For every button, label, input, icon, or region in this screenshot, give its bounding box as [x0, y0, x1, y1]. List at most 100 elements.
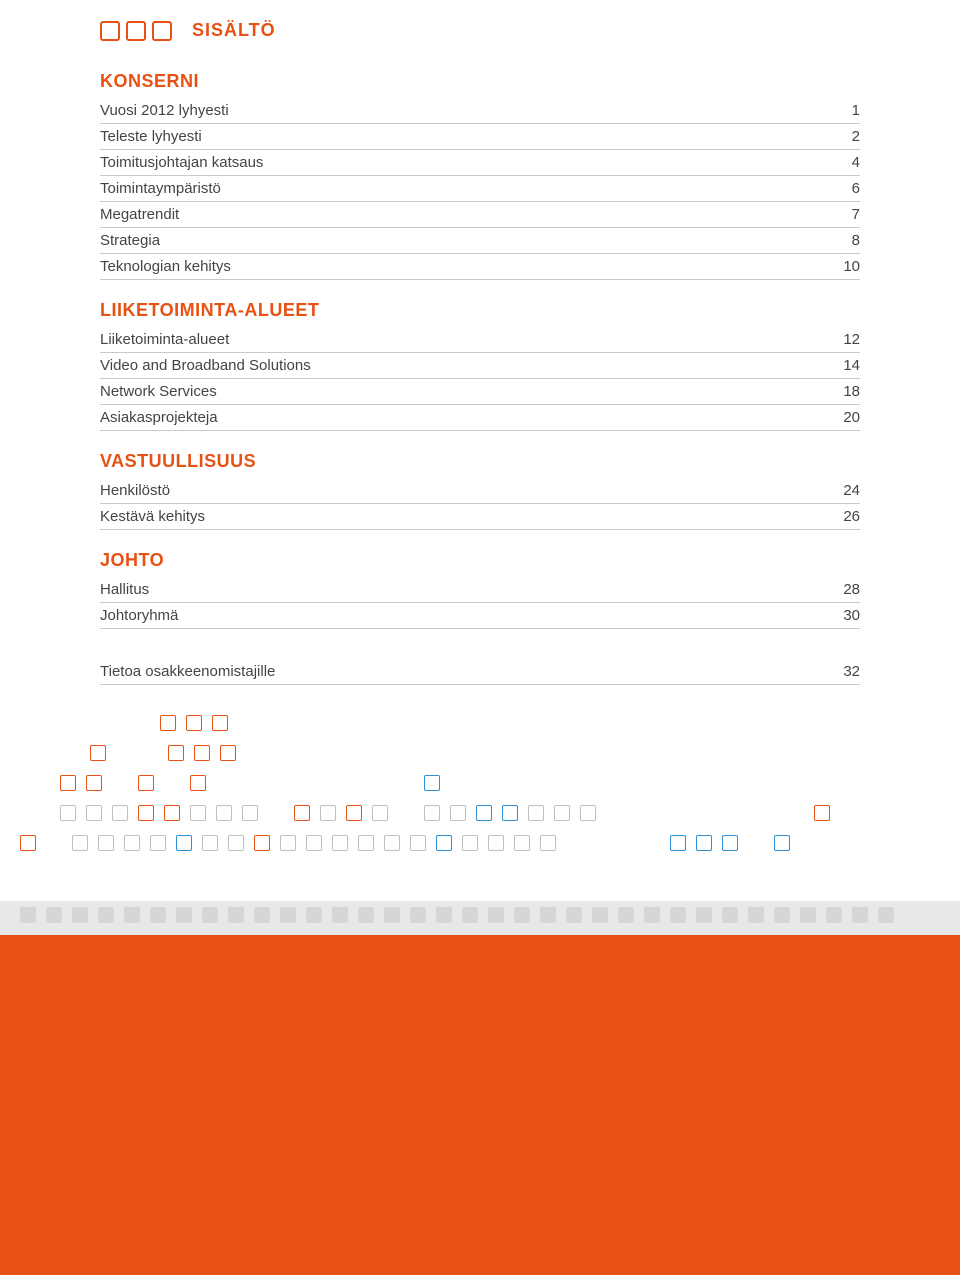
decor-square	[268, 805, 284, 821]
decor-square-filled	[72, 907, 88, 923]
toc-page: 8	[852, 232, 860, 249]
toc-label: Teknologian kehitys	[100, 258, 231, 275]
toc-row[interactable]: Hallitus28	[100, 577, 860, 603]
decor-square-filled	[436, 907, 452, 923]
toc-label: Toimitusjohtajan katsaus	[100, 154, 263, 171]
toc-row[interactable]: Asiakasprojekteja20	[100, 405, 860, 431]
decor-square	[320, 775, 336, 791]
decor-square	[60, 805, 76, 821]
toc-row[interactable]: Teknologian kehitys10	[100, 254, 860, 280]
decor-square	[228, 835, 244, 851]
decor-square	[462, 835, 478, 851]
logo-square	[100, 21, 120, 41]
toc-row[interactable]: Kestävä kehitys26	[100, 504, 860, 530]
decor-row	[0, 745, 960, 761]
decor-square	[186, 715, 202, 731]
toc-label: Henkilöstö	[100, 482, 170, 499]
logo-square	[126, 21, 146, 41]
decor-square-filled	[98, 907, 114, 923]
decor-square	[20, 835, 36, 851]
toc-row[interactable]: Toimitusjohtajan katsaus4	[100, 150, 860, 176]
decor-square	[72, 835, 88, 851]
toc-page: 32	[843, 663, 860, 680]
decor-square	[346, 775, 362, 791]
toc-row[interactable]: Liiketoiminta-alueet12	[100, 327, 860, 353]
decor-square	[98, 835, 114, 851]
decor-square-filled	[462, 907, 478, 923]
toc-row[interactable]: Megatrendit7	[100, 202, 860, 228]
decor-square-filled	[670, 907, 686, 923]
decorative-grid	[0, 715, 960, 935]
toc-row[interactable]: Johtoryhmä30	[100, 603, 860, 629]
decor-square	[632, 805, 648, 821]
table-of-contents: KONSERNIVuosi 2012 lyhyesti1Teleste lyhy…	[100, 71, 860, 685]
toc-row[interactable]: Video and Broadband Solutions14	[100, 353, 860, 379]
decor-square	[424, 775, 440, 791]
top-area: SISÄLTÖ KONSERNIVuosi 2012 lyhyesti1Tele…	[0, 0, 960, 685]
decor-square-filled	[202, 907, 218, 923]
decor-square-filled	[254, 907, 270, 923]
decor-row	[0, 805, 960, 821]
decor-square-filled	[280, 907, 296, 923]
toc-row[interactable]: Teleste lyhyesti2	[100, 124, 860, 150]
decor-square	[618, 835, 634, 851]
decor-square-filled	[852, 907, 868, 923]
decor-square-filled	[800, 907, 816, 923]
decor-square	[384, 835, 400, 851]
toc-label: Hallitus	[100, 581, 149, 598]
decor-square	[90, 745, 106, 761]
toc-row[interactable]: Strategia 8	[100, 228, 860, 254]
decor-square-filled	[358, 907, 374, 923]
toc-page: 18	[843, 383, 860, 400]
decor-square-filled	[514, 907, 530, 923]
decor-square	[398, 775, 414, 791]
decor-square	[212, 715, 228, 731]
decor-square	[736, 805, 752, 821]
toc-label: Strategia	[100, 232, 160, 249]
toc-row[interactable]: Tietoa osakkeenomistajille32	[100, 659, 860, 685]
toc-section-heading: VASTUULLISUUS	[100, 451, 860, 472]
toc-label: Asiakasprojekteja	[100, 409, 218, 426]
decor-square	[190, 805, 206, 821]
decor-square	[242, 775, 258, 791]
decor-square	[164, 805, 180, 821]
toc-section-heading: JOHTO	[100, 550, 860, 571]
toc-row[interactable]: Henkilöstö24	[100, 478, 860, 504]
decor-row	[0, 715, 960, 731]
decor-square	[748, 835, 764, 851]
decor-square-filled	[748, 907, 764, 923]
toc-label: Liiketoiminta-alueet	[100, 331, 229, 348]
decor-square	[346, 805, 362, 821]
decor-square	[294, 775, 310, 791]
decor-square	[216, 805, 232, 821]
toc-row[interactable]: Toimintaympäristö6	[100, 176, 860, 202]
decor-square	[138, 805, 154, 821]
decor-row	[0, 835, 960, 851]
decor-square-filled	[566, 907, 582, 923]
toc-row[interactable]: Vuosi 2012 lyhyesti1	[100, 98, 860, 124]
decor-square	[606, 805, 622, 821]
decor-square	[86, 775, 102, 791]
toc-section-heading: LIIKETOIMINTA-ALUEET	[100, 300, 860, 321]
decor-square-filled	[20, 907, 36, 923]
toc-label: Kestävä kehitys	[100, 508, 205, 525]
decor-square	[592, 835, 608, 851]
decor-square	[528, 805, 544, 821]
decor-square	[332, 835, 348, 851]
decor-square	[168, 745, 184, 761]
decor-square-filled	[228, 907, 244, 923]
decor-square	[410, 835, 426, 851]
decor-square	[488, 835, 504, 851]
decor-square	[540, 835, 556, 851]
decor-square-filled	[150, 907, 166, 923]
decor-square	[190, 775, 206, 791]
toc-row[interactable]: Network Services18	[100, 379, 860, 405]
decor-square-filled	[488, 907, 504, 923]
toc-page: 30	[843, 607, 860, 624]
decor-square	[294, 805, 310, 821]
decor-square	[710, 805, 726, 821]
decor-square	[788, 805, 804, 821]
decor-square	[514, 835, 530, 851]
decor-square	[220, 745, 236, 761]
toc-page: 2	[852, 128, 860, 145]
